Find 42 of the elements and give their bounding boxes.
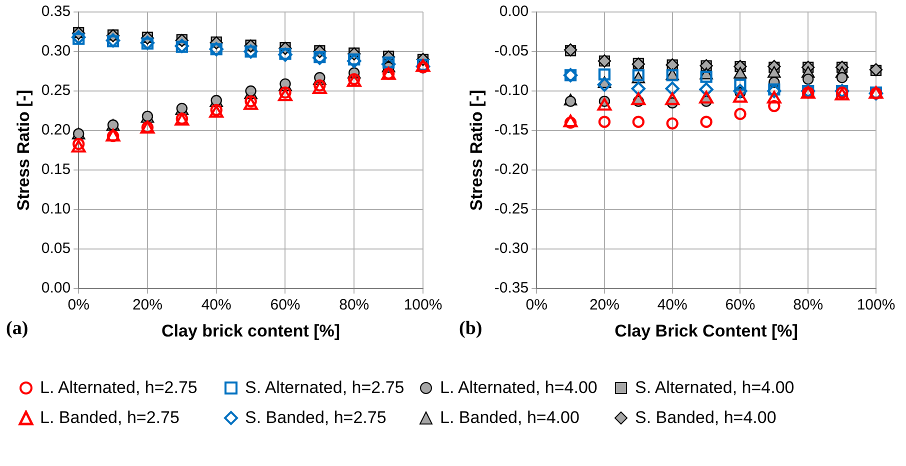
- legend-label: S. Alternated, h=4.00: [635, 378, 794, 398]
- legend-label: L. Alternated, h=4.00: [440, 378, 598, 398]
- y-tick-label: -0.20: [494, 161, 529, 178]
- y-tick-label: -0.10: [494, 82, 529, 100]
- x-tick-label: 60%: [725, 296, 756, 314]
- y-tick-label: 0.00: [41, 280, 71, 297]
- text: (b): [459, 318, 482, 340]
- y-tick-label: -0.35: [494, 280, 529, 297]
- y-tick-label: -0.25: [494, 200, 529, 218]
- x-tick-label: 0%: [68, 296, 90, 314]
- y-tick-label: 0.10: [41, 200, 71, 218]
- x-tick-label: 40%: [657, 296, 688, 314]
- y-axis-title: Stress Ratio [-]: [466, 90, 486, 211]
- legend-label: S. Banded, h=2.75: [245, 408, 386, 428]
- x-tick-label: 40%: [201, 296, 232, 314]
- y-tick-label: -0.30: [494, 240, 529, 258]
- y-tick-label: 0.05: [41, 240, 71, 258]
- legend-label: L. Banded, h=2.75: [40, 408, 180, 428]
- x-tick-label: 20%: [132, 296, 162, 314]
- legend-label: L. Alternated, h=2.75: [40, 378, 198, 398]
- y-tick-label: 0.00: [499, 3, 529, 20]
- legend-label: S. Alternated, h=2.75: [245, 378, 404, 398]
- y-tick-label: 0.35: [41, 3, 71, 20]
- y-tick-label: 0.15: [41, 161, 71, 178]
- x-tick-label: 100%: [404, 296, 442, 314]
- y-axis-title: Stress Ratio [-]: [14, 90, 33, 211]
- legend-label: L. Banded, h=4.00: [440, 408, 580, 428]
- x-tick-label: 80%: [339, 296, 370, 314]
- y-tick-label: -0.05: [494, 42, 529, 60]
- y-tick-label: 0.30: [41, 42, 71, 60]
- text: (a): [6, 318, 28, 340]
- x-axis-title: Clay brick content [%]: [162, 321, 340, 340]
- x-tick-label: 60%: [270, 296, 300, 314]
- x-tick-label: 0%: [526, 296, 548, 314]
- y-tick-label: 0.25: [41, 82, 71, 100]
- x-tick-label: 100%: [856, 296, 896, 314]
- y-tick-label: -0.15: [494, 122, 529, 139]
- x-tick-label: 80%: [793, 296, 824, 314]
- y-tick-label: 0.20: [41, 122, 71, 139]
- x-axis-title: Clay Brick Content [%]: [614, 321, 798, 340]
- x-tick-label: 20%: [589, 296, 620, 314]
- legend-label: S. Banded, h=4.00: [635, 408, 776, 428]
